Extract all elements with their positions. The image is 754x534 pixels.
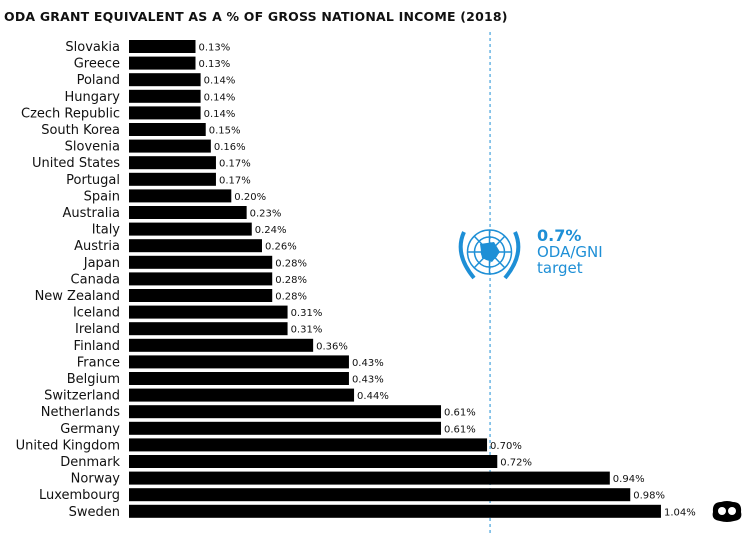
data-label: 0.13%	[198, 59, 230, 70]
bar	[129, 305, 288, 319]
category-label: Germany	[60, 422, 120, 437]
bar	[129, 405, 442, 419]
bar	[129, 488, 631, 502]
category-label: New Zealand	[35, 289, 120, 304]
bar	[129, 172, 216, 186]
data-label: 0.31%	[291, 325, 323, 336]
bar	[129, 438, 488, 452]
data-label: 0.70%	[490, 441, 522, 452]
target-line1: ODA/GNI	[537, 243, 603, 261]
data-label: 0.14%	[204, 92, 236, 103]
bar	[129, 206, 247, 219]
bar	[129, 322, 288, 336]
data-label: 0.24%	[255, 225, 287, 236]
bar	[129, 239, 262, 253]
bar	[129, 421, 442, 435]
bar	[129, 504, 661, 518]
bar	[129, 222, 252, 236]
bar	[129, 272, 273, 286]
category-label: Finland	[74, 339, 120, 354]
bar	[129, 355, 349, 369]
data-label: 0.28%	[275, 258, 307, 269]
category-label: Japan	[83, 256, 120, 271]
data-label: 0.61%	[444, 408, 476, 419]
category-label: Sweden	[69, 505, 120, 520]
data-label: 0.31%	[291, 308, 323, 319]
category-label: South Korea	[41, 123, 120, 138]
data-label: 0.23%	[250, 209, 282, 220]
data-label: 0.43%	[352, 358, 384, 369]
category-label: Netherlands	[41, 405, 120, 420]
data-label: 0.14%	[204, 109, 236, 120]
data-label: 0.20%	[234, 192, 266, 203]
data-label: 0.72%	[500, 458, 532, 469]
un-emblem-icon	[458, 229, 521, 280]
category-label: Czech Republic	[21, 106, 120, 121]
bar	[129, 89, 201, 103]
data-label: 0.17%	[219, 159, 251, 170]
bar	[129, 56, 196, 70]
bar	[129, 189, 232, 203]
target-line2: target	[537, 259, 583, 277]
chart-title: ODA GRANT EQUIVALENT AS A % OF GROSS NAT…	[4, 9, 508, 24]
category-label: Slovakia	[65, 40, 120, 55]
category-label: Spain	[84, 189, 120, 204]
data-label: 0.16%	[214, 142, 246, 153]
category-label: United Kingdom	[16, 438, 120, 453]
data-label: 0.98%	[633, 491, 665, 502]
category-label: Slovenia	[65, 140, 120, 155]
category-label: Poland	[77, 73, 120, 88]
bar	[129, 139, 211, 153]
category-label: Portugal	[66, 173, 120, 188]
data-label: 0.61%	[444, 424, 476, 435]
data-label: 0.26%	[265, 242, 297, 253]
data-label: 0.44%	[357, 391, 389, 402]
category-label: Iceland	[73, 306, 120, 321]
bar	[129, 255, 273, 269]
bar	[129, 388, 355, 402]
category-label: Denmark	[60, 455, 120, 470]
bar	[129, 73, 201, 87]
bar	[129, 123, 206, 136]
data-label: 0.13%	[198, 43, 230, 54]
publisher-logo-icon	[712, 501, 742, 522]
bar	[129, 338, 314, 352]
category-label: Greece	[74, 57, 120, 72]
bar	[129, 156, 216, 170]
category-label: Italy	[92, 223, 121, 238]
category-label: Australia	[62, 206, 120, 221]
category-label: Hungary	[64, 90, 120, 105]
data-label: 0.17%	[219, 175, 251, 186]
category-label: Canada	[71, 272, 120, 287]
target-annotation: 0.7% ODA/GNI target	[537, 226, 603, 277]
category-label: Austria	[74, 239, 120, 254]
data-label: 0.28%	[275, 292, 307, 303]
data-label: 0.94%	[613, 474, 645, 485]
target-value: 0.7%	[537, 226, 582, 245]
bar	[129, 40, 196, 53]
bar	[129, 455, 498, 468]
data-label: 0.28%	[275, 275, 307, 286]
category-label: Switzerland	[44, 389, 120, 404]
data-label: 0.36%	[316, 341, 348, 352]
bar	[129, 471, 610, 485]
category-label: United States	[32, 156, 120, 171]
category-label: Ireland	[75, 322, 120, 337]
category-label: Belgium	[67, 372, 120, 387]
data-label: 0.15%	[209, 126, 241, 137]
category-label: Luxembourg	[39, 488, 120, 503]
bar	[129, 289, 273, 302]
data-label: 0.14%	[204, 76, 236, 87]
bar	[129, 372, 349, 385]
data-label: 1.04%	[664, 507, 696, 518]
bar	[129, 106, 201, 120]
category-label: France	[77, 355, 120, 370]
category-label: Norway	[71, 472, 121, 487]
data-label: 0.43%	[352, 375, 384, 386]
